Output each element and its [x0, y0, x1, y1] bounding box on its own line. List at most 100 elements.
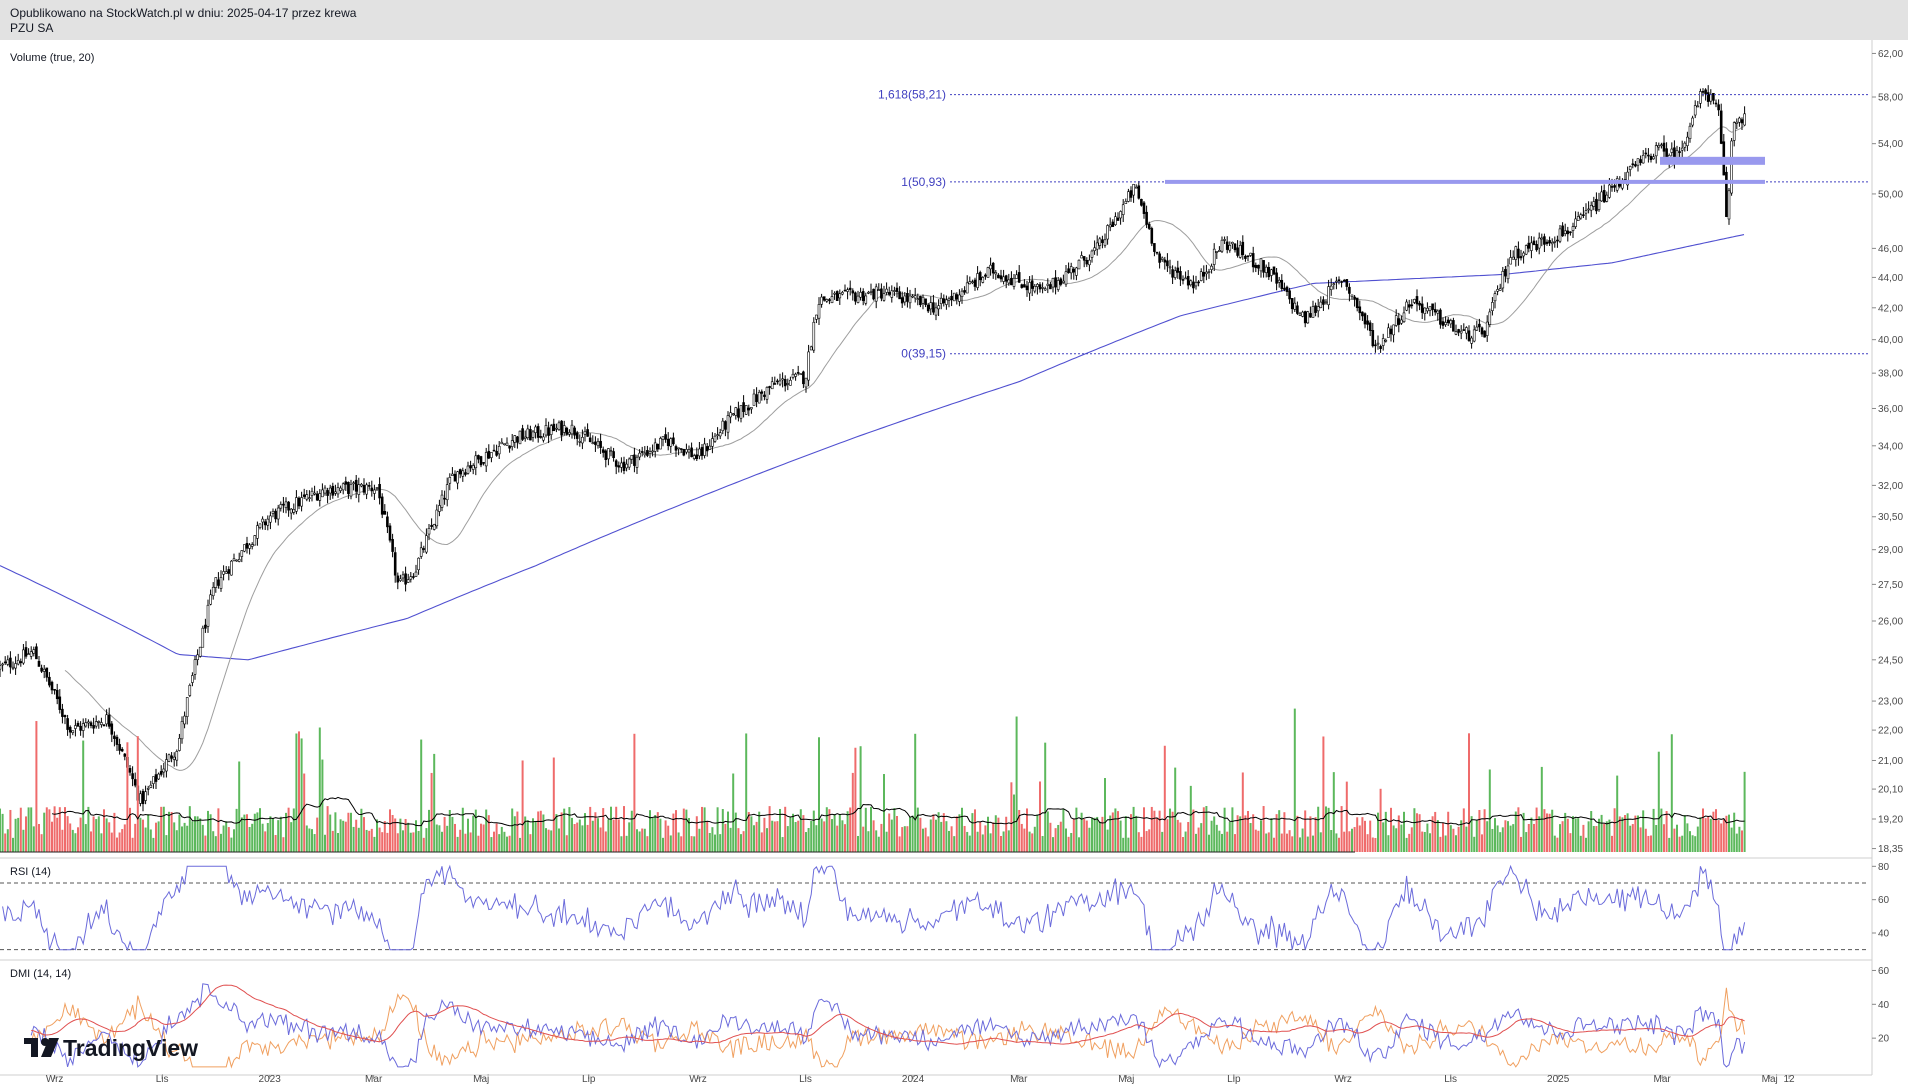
candle	[1225, 236, 1229, 254]
candle	[643, 446, 647, 458]
candle	[61, 703, 64, 724]
volume-bar	[1507, 821, 1509, 852]
volume-bar	[225, 821, 228, 852]
volume-bar	[1429, 833, 1431, 852]
candle	[820, 293, 823, 308]
volume-bar	[1124, 816, 1127, 852]
volume-bar	[1262, 806, 1265, 852]
candle	[1181, 275, 1185, 285]
candle	[183, 711, 186, 729]
candle	[1384, 338, 1388, 343]
candle	[1293, 297, 1297, 313]
candle	[1553, 236, 1557, 248]
candle	[1054, 270, 1057, 295]
volume-bar	[1665, 811, 1668, 852]
candle	[614, 459, 618, 475]
candle	[958, 289, 961, 307]
volume-bar	[1436, 820, 1439, 852]
volume-bar	[867, 831, 870, 852]
candle	[349, 479, 353, 500]
volume-bar	[711, 827, 714, 852]
volume-bar	[1101, 816, 1104, 852]
candle	[565, 426, 569, 436]
volume-bar	[331, 830, 334, 852]
volume-bar	[1335, 833, 1338, 852]
candle	[1015, 270, 1018, 279]
candle	[1108, 217, 1112, 232]
candle	[76, 720, 80, 727]
volume-bar	[620, 836, 623, 852]
volume-bar	[953, 836, 956, 852]
volume-bar	[407, 822, 410, 852]
volume-bar	[1405, 837, 1408, 852]
candle	[721, 417, 725, 435]
candle	[656, 443, 660, 452]
volume-bar	[386, 832, 389, 852]
volume-bar	[937, 812, 940, 852]
candle	[1059, 277, 1063, 287]
chart-canvas[interactable]: 1,618(58,21) 1(50,93) 0(39,15) 62,00 58,00 5…	[0, 40, 1908, 1085]
candle	[388, 523, 392, 543]
volume-bar	[534, 821, 537, 852]
candle	[1600, 185, 1603, 202]
candle	[1418, 300, 1421, 311]
candle	[1358, 300, 1362, 321]
candle	[965, 275, 969, 294]
candle	[521, 424, 524, 441]
volume-bar	[1353, 827, 1356, 852]
candle	[1374, 339, 1377, 353]
candle	[1480, 326, 1484, 337]
candle	[1176, 260, 1180, 279]
candle	[573, 425, 576, 440]
volume-bar	[1327, 807, 1330, 852]
publication-line: Opublikowano na StockWatch.pl w dniu: 20…	[10, 6, 357, 20]
candle	[201, 625, 205, 648]
volume-bar	[578, 819, 581, 852]
volume-bar	[981, 834, 984, 852]
volume-bar	[971, 813, 974, 852]
candle	[1571, 222, 1575, 238]
candle	[396, 572, 400, 590]
volume-bar	[537, 811, 540, 852]
volume-bar	[248, 827, 251, 852]
volume-bar	[979, 822, 982, 852]
volume-bar	[846, 811, 849, 852]
candle	[451, 467, 454, 476]
candle	[1641, 150, 1645, 164]
volume-bar	[698, 828, 701, 852]
volume-bar	[298, 731, 300, 852]
candle	[950, 290, 953, 307]
candle	[484, 447, 488, 473]
volume-bar	[409, 832, 412, 852]
candle	[976, 266, 979, 291]
candle	[1436, 309, 1440, 321]
price-axis[interactable]: 62,00 58,00 54,00 50,00 46,00 44,00 42,00 40,00…	[1872, 49, 1903, 1045]
volume-bar	[1044, 742, 1047, 852]
candle	[295, 490, 298, 515]
candle	[1517, 241, 1520, 266]
candle	[1010, 271, 1013, 286]
volume-bar	[942, 813, 945, 852]
candle	[1420, 296, 1424, 320]
time-axis[interactable]: Wrz Lis 2023 Mar Maj Lip Wrz Lis 2024 Mar Maj Lip Wr…	[46, 1074, 1795, 1085]
price-tick-label: 29,00	[1878, 545, 1903, 556]
candle	[1472, 325, 1476, 343]
candle	[536, 423, 540, 443]
candle	[1207, 268, 1211, 279]
candle	[1194, 275, 1198, 290]
candle	[1137, 180, 1141, 200]
volume-bar	[441, 831, 443, 852]
candle	[1459, 325, 1463, 340]
volume-bar	[1, 813, 4, 852]
candle	[1433, 302, 1437, 316]
volume-bar	[581, 825, 584, 852]
candle	[742, 395, 745, 418]
volume-bar	[1171, 811, 1174, 852]
volume-bar	[1696, 826, 1699, 852]
volume-bar	[191, 821, 194, 852]
volume-bar	[1104, 778, 1106, 852]
candle	[547, 421, 550, 444]
volume-bar	[1616, 775, 1619, 852]
candle	[152, 776, 155, 789]
candle	[19, 658, 23, 667]
